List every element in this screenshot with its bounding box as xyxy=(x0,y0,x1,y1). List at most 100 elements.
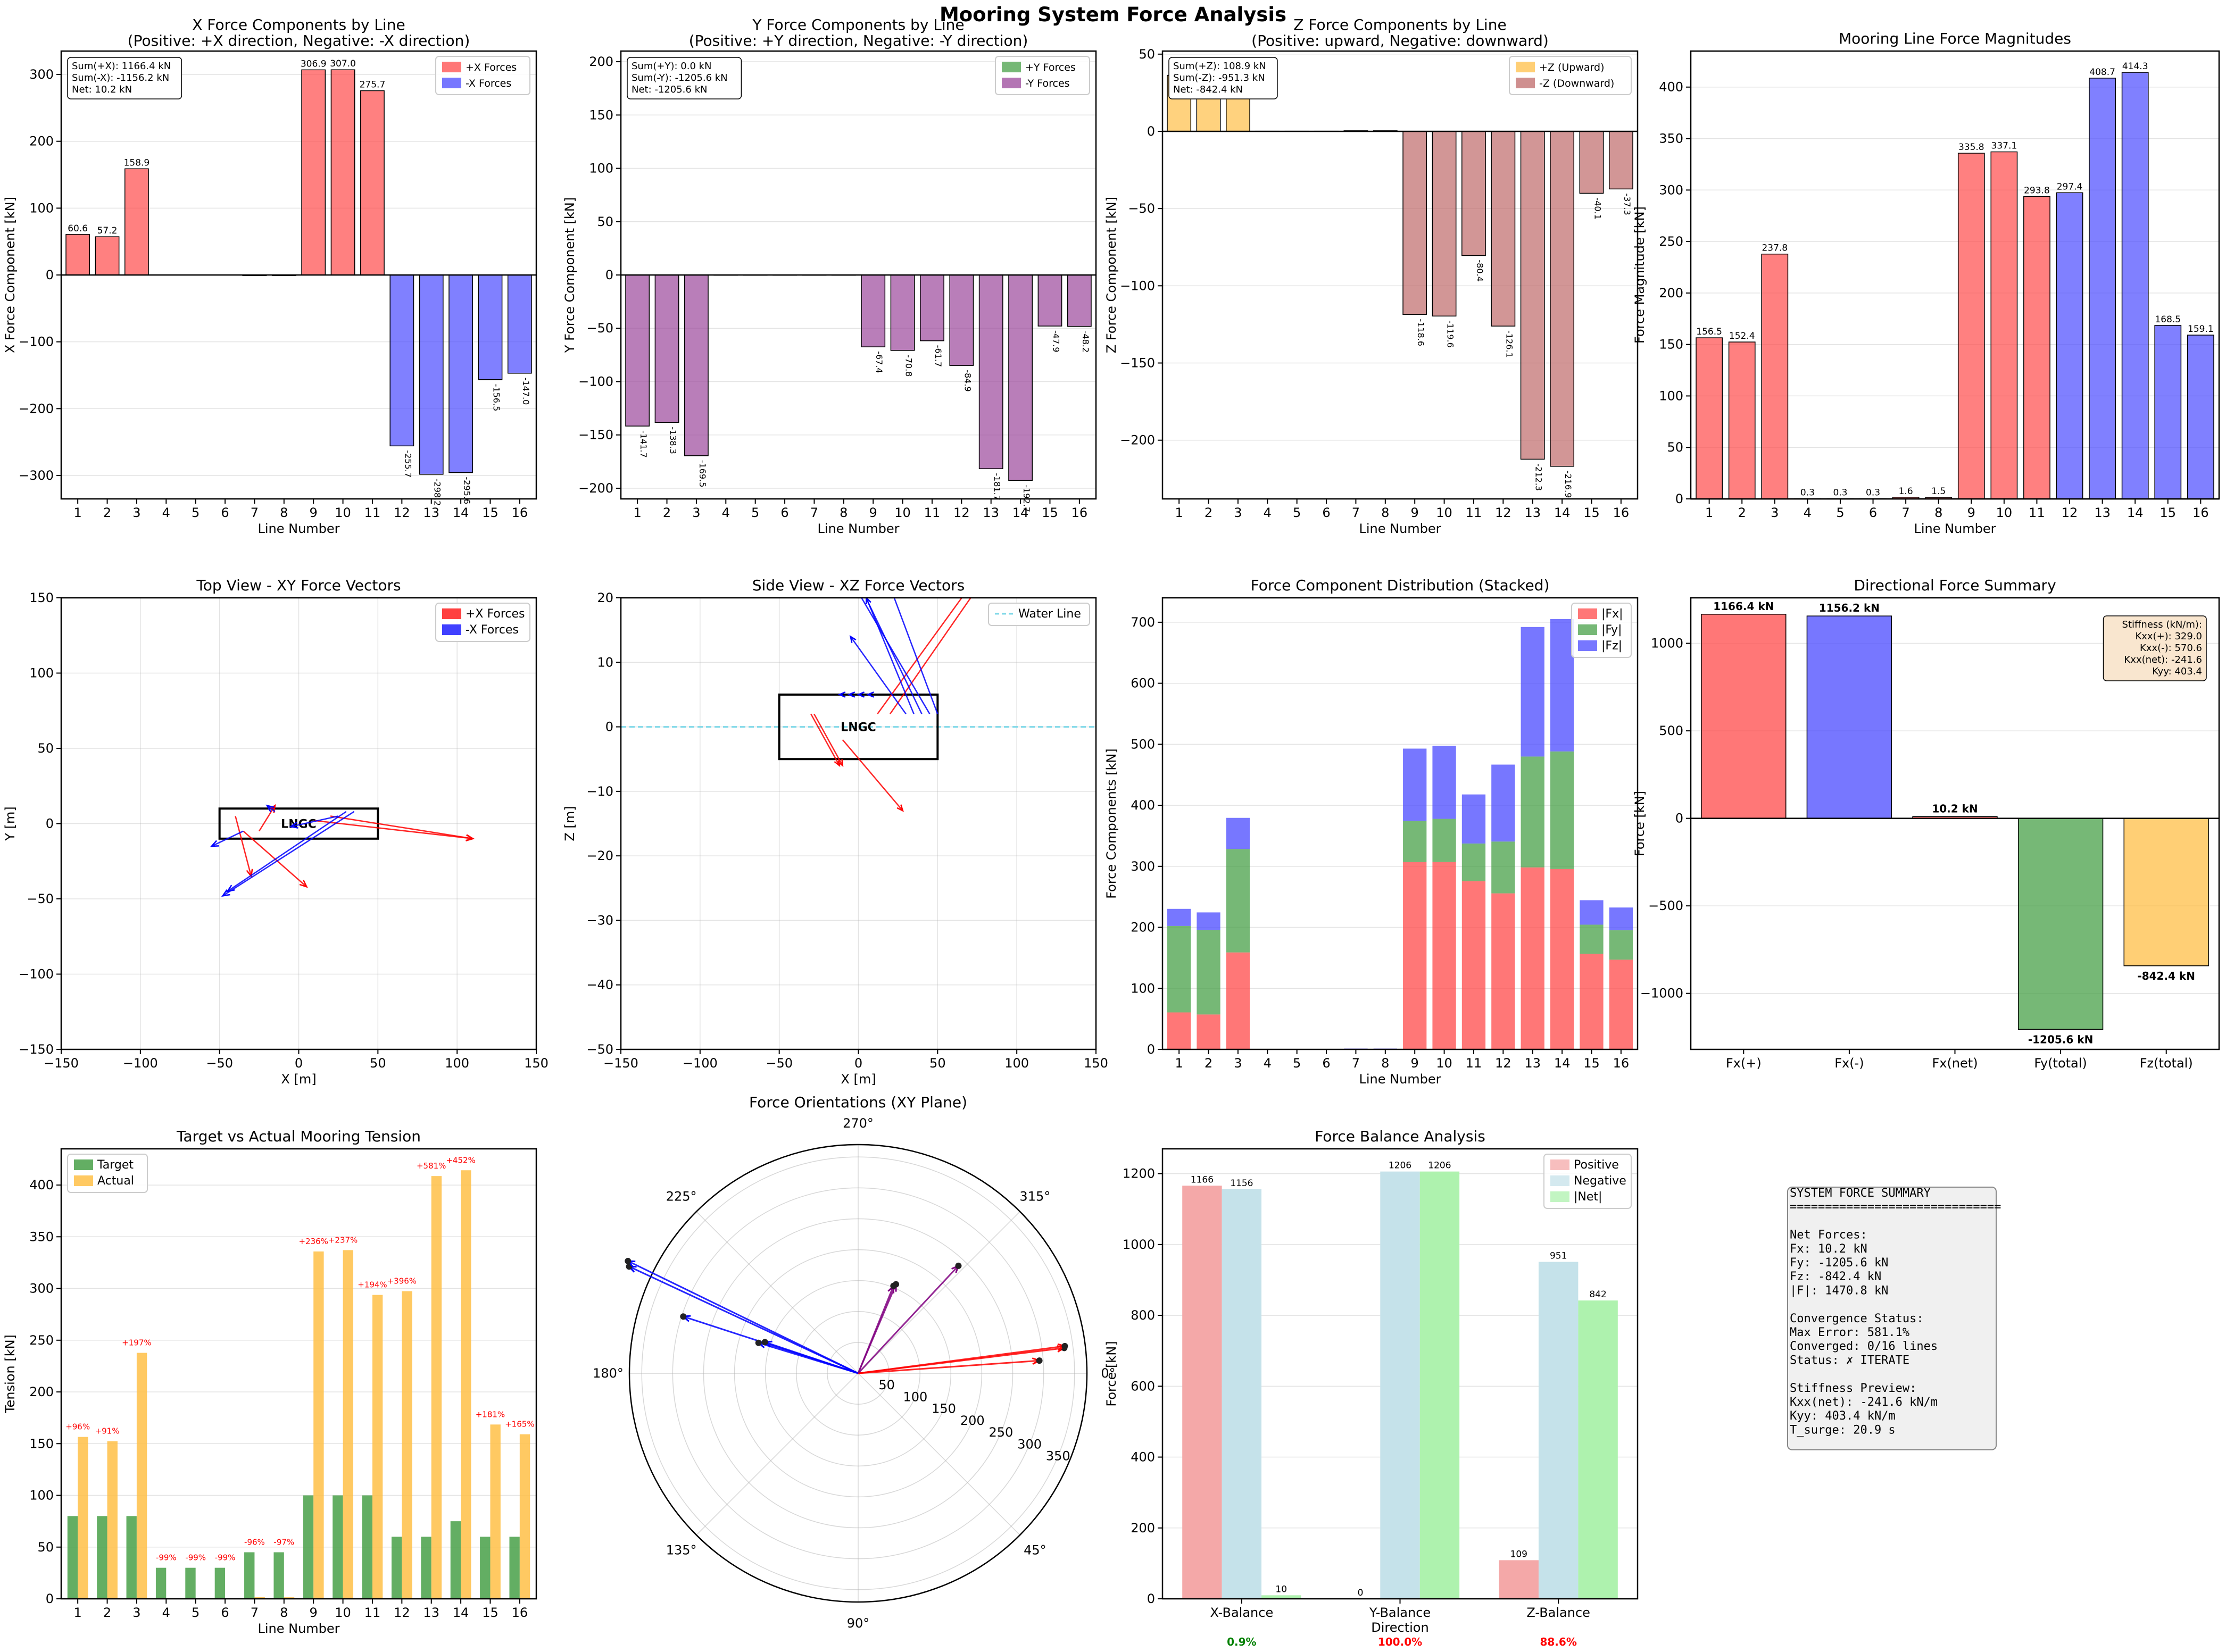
bar-value-label: 152.4 xyxy=(1729,331,1755,341)
chart-title: Force Balance Analysis xyxy=(1315,1128,1485,1145)
info-line: Sum(-Z): -951.3 kN xyxy=(1173,72,1265,84)
info-line: Sum(+X): 1166.4 kN xyxy=(72,61,171,72)
x-tick-label: 6 xyxy=(1869,505,1877,520)
info-line: Kxx(net): -241.6 xyxy=(2124,654,2202,665)
percent-label: +197% xyxy=(122,1338,151,1348)
bar-value-label: -37.3 xyxy=(1622,193,1632,215)
chart-fz: −200−150−100−5005036.3-118.6-119.6-80.4-… xyxy=(1104,16,1639,536)
stacked-bar-segment xyxy=(1521,627,1544,757)
y-tick-label: 0 xyxy=(1675,491,1683,506)
x-tick-label: 4 xyxy=(722,505,730,520)
bar xyxy=(126,1516,137,1599)
x-tick-label: 2 xyxy=(663,505,671,520)
bar xyxy=(1491,131,1516,327)
chart-tension: 0 50 100 150 200 250 300 350 400 +96% +91% +197% -99… xyxy=(3,1128,537,1636)
stacked-bar-segment xyxy=(1461,794,1486,844)
angle-label: 0° xyxy=(1101,1366,1115,1381)
x-tick-label: Y-Balance xyxy=(1369,1605,1431,1620)
bar-value-label: 275.7 xyxy=(360,80,386,90)
legend-label: Water Line xyxy=(1018,607,1081,621)
bar-value-label: 335.8 xyxy=(1958,142,1984,153)
x-tick-label: 11 xyxy=(1466,1056,1482,1071)
bar-value-label: 10.2 kN xyxy=(1932,802,1978,815)
info-box xyxy=(1168,57,1278,99)
x-tick-label: 15 xyxy=(482,505,499,520)
x-tick-label: 5 xyxy=(1836,505,1844,520)
balance-percent-label: 88.6% xyxy=(1540,1636,1576,1648)
force-vector xyxy=(890,598,971,715)
x-tick-label: 8 xyxy=(280,1605,288,1620)
info-line: Net: 10.2 kN xyxy=(72,84,132,95)
x-tick-label: 10 xyxy=(1436,505,1452,520)
x-axis-label: Line Number xyxy=(1914,521,1996,536)
stacked-bar-segment xyxy=(1432,862,1456,1049)
bar-value-label: 293.8 xyxy=(2024,185,2050,196)
y-tick-label: 600 xyxy=(1131,676,1155,691)
stacked-bar-segment xyxy=(1226,952,1250,1049)
x-tick-label: 2 xyxy=(103,1605,111,1620)
force-vector xyxy=(858,1345,1065,1374)
bar-value-label: 10 xyxy=(1275,1584,1287,1595)
bar xyxy=(333,1495,343,1599)
summary-line: T_surge: 20.9 s xyxy=(1790,1423,1896,1437)
x-axis-label: X [m] xyxy=(281,1072,316,1087)
bar xyxy=(107,1441,118,1599)
y-tick-label: −30 xyxy=(586,913,613,928)
vector-head xyxy=(896,804,904,812)
x-tick-label: 9 xyxy=(869,505,877,520)
info-line: Net: -1205.6 kN xyxy=(632,84,707,95)
bar xyxy=(654,274,679,423)
x-tick-label: 12 xyxy=(394,505,410,520)
axes-frame xyxy=(60,1148,537,1600)
vector-head xyxy=(851,565,855,572)
y-tick-label: −500 xyxy=(1648,898,1683,913)
y-tick-label: 400 xyxy=(1131,798,1155,813)
legend-swatch xyxy=(1516,78,1535,88)
axes-frame xyxy=(1161,50,1639,500)
bar-value-label: -67.4 xyxy=(874,351,884,373)
vector-head xyxy=(865,598,871,605)
y-tick-label: 800 xyxy=(1131,1308,1155,1323)
y-tick-label: 50 xyxy=(597,214,613,229)
vector-tip xyxy=(761,1339,768,1346)
bar xyxy=(136,1353,147,1599)
x-tick-label: 11 xyxy=(364,1605,381,1620)
bar-value-label: -298.2 xyxy=(433,479,443,506)
chart-title: Side View - XZ Force Vectors xyxy=(752,577,965,594)
y-tick-label: 150 xyxy=(29,590,54,605)
x-tick-label: 11 xyxy=(924,505,941,520)
x-tick-label: Z-Balance xyxy=(1526,1605,1590,1620)
bar-value-label: 1206 xyxy=(1389,1161,1411,1171)
legend-swatch xyxy=(1002,62,1021,72)
vector-head xyxy=(837,691,846,698)
summary-line: Stiffness Preview: xyxy=(1790,1382,1916,1395)
bar xyxy=(273,1552,284,1599)
bar-value-label: 0.3 xyxy=(1833,487,1847,498)
stacked-bar-segment xyxy=(1521,867,1544,1049)
legend-label: |Net| xyxy=(1574,1190,1602,1204)
legend-label: Positive xyxy=(1574,1158,1619,1172)
chart-title: Target vs Actual Mooring Tension xyxy=(176,1128,421,1145)
x-tick-label: 14 xyxy=(453,505,469,520)
x-tick-label: 6 xyxy=(780,505,788,520)
bar-value-label: -1205.6 kN xyxy=(2028,1033,2093,1046)
y-tick-label: 500 xyxy=(1131,737,1155,752)
bar-value-label: -40.1 xyxy=(1592,197,1602,219)
y-tick-label: −10 xyxy=(586,784,613,799)
y-tick-label: −150 xyxy=(19,1042,54,1057)
x-tick-label: 2 xyxy=(103,505,111,520)
stacked-bar-segment xyxy=(1550,751,1574,869)
bar xyxy=(1579,131,1604,194)
stacked-bar-segment xyxy=(1461,881,1486,1049)
x-tick-label: 11 xyxy=(1466,505,1482,520)
bar xyxy=(2023,196,2050,499)
legend-swatch xyxy=(74,1159,93,1170)
x-tick-label: 100 xyxy=(445,1056,469,1071)
x-tick-label: X-Balance xyxy=(1210,1605,1273,1620)
summary-line: |F|: 1470.8 kN xyxy=(1790,1284,1888,1297)
bar xyxy=(507,274,532,374)
y-tick-label: 250 xyxy=(1659,234,1683,249)
percent-label: +396% xyxy=(387,1276,417,1286)
chart-title: Top View - XY Force Vectors xyxy=(196,577,401,594)
bar xyxy=(303,1495,314,1599)
